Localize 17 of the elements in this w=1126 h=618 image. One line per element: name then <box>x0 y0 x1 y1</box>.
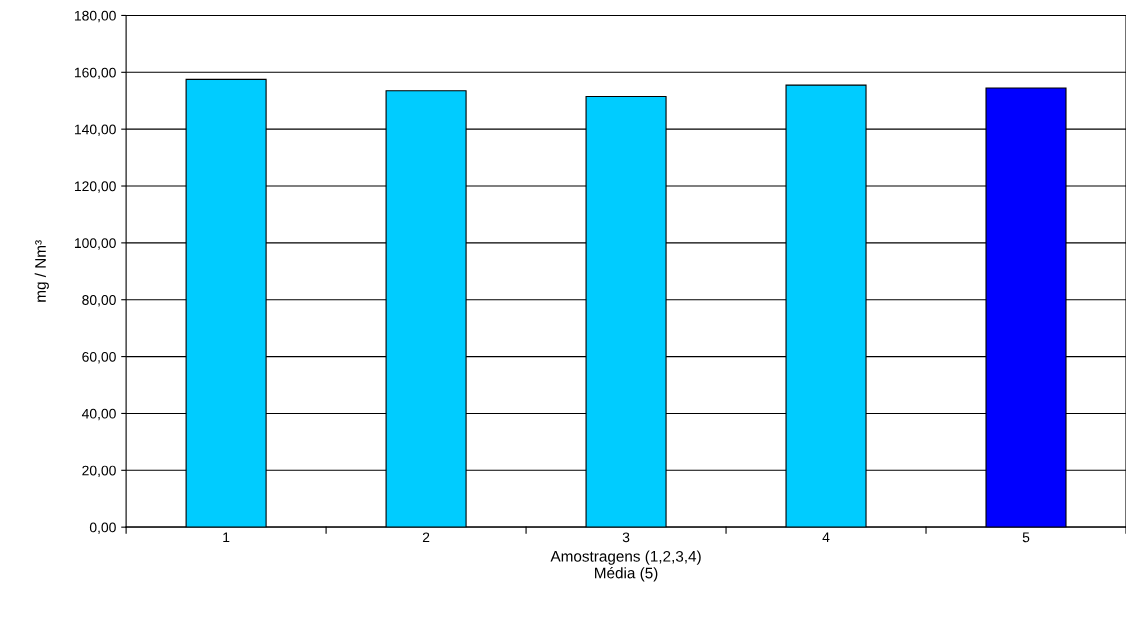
y-tick-label: 20,00 <box>82 465 116 478</box>
y-tick-label: 160,00 <box>74 67 116 80</box>
y-tick-label: 100,00 <box>74 238 116 250</box>
x-tick-label: 5 <box>1022 532 1030 543</box>
y-tick-label: 180,00 <box>74 10 116 23</box>
y-tick-label: 120,00 <box>74 181 116 193</box>
y-tick-label: 140,00 <box>74 124 116 136</box>
y-tick-label: 60,00 <box>82 351 116 364</box>
x-axis-title: Amostragens (1,2,3,4) Média (5) <box>550 550 701 582</box>
x-tick-label: 1 <box>223 532 230 543</box>
x-tick-label: 2 <box>422 532 430 543</box>
x-tick-label: 3 <box>622 532 630 543</box>
x-tick-label: 4 <box>822 532 830 543</box>
y-axis-title: mg / Nm³ <box>34 240 49 302</box>
y-tick-label: 0,00 <box>89 522 116 534</box>
y-tick-label: 40,00 <box>81 408 116 421</box>
y-tick-label: 80,00 <box>82 295 116 307</box>
